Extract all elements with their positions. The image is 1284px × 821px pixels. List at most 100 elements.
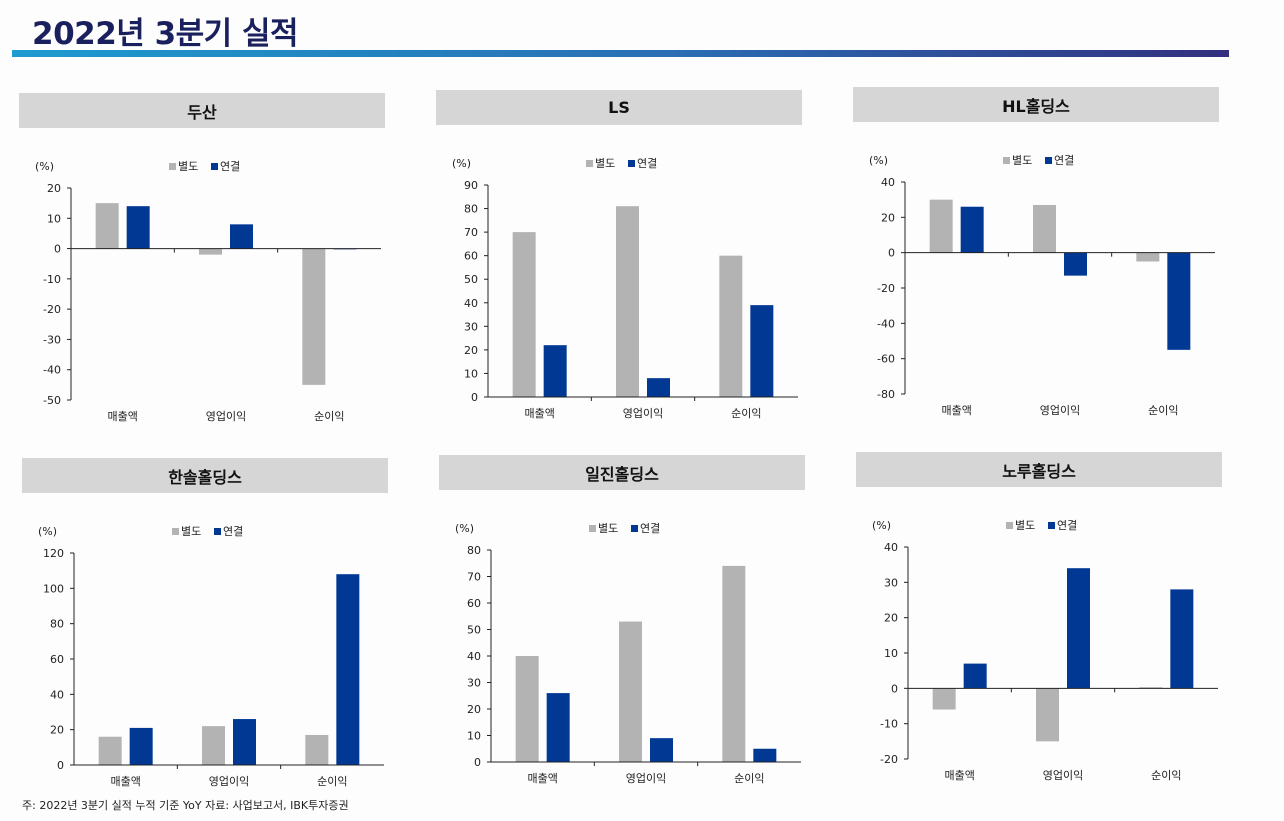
- y-tick-label: 120: [43, 547, 64, 560]
- title-rule: [12, 50, 1229, 57]
- bar-chart-iljin-holdings: (%) 별도 연결 80 70 60 50 40 30 20 10 0 매출액 영업이익 순이익: [455, 522, 801, 785]
- x-tick-label: 영업이익: [1043, 769, 1083, 782]
- bar-consolidated: [336, 574, 360, 765]
- legend-label: 별도: [181, 525, 201, 538]
- legend-swatch: [1003, 157, 1010, 164]
- panel-header: HL홀딩스: [853, 87, 1219, 122]
- page-title: 2022년 3분기 실적: [32, 16, 299, 52]
- y-tick-label: 50: [464, 273, 478, 286]
- bar-standalone: [199, 248, 222, 255]
- legend-label: 연결: [223, 525, 243, 538]
- legend-swatch: [214, 528, 221, 535]
- bar-consolidated: [230, 224, 253, 249]
- y-tick-label: -60: [877, 353, 895, 366]
- legend-swatch: [589, 525, 596, 532]
- legend-swatch: [1048, 522, 1055, 529]
- bar-standalone: [1136, 252, 1160, 262]
- bar-chart-hansol-holdings: (%) 별도 연결 120 100 80 60 40 20 0 매출액 영업이익 순이익: [38, 525, 384, 788]
- legend-label: 별도: [1015, 519, 1035, 532]
- axis-unit-label: (%): [869, 154, 888, 167]
- y-tick-label: -10: [43, 273, 61, 286]
- y-tick-label: 30: [884, 576, 898, 589]
- y-tick-label: 60: [50, 653, 64, 666]
- axis-unit-label: (%): [35, 160, 54, 173]
- x-tick-label: 영업이익: [1040, 404, 1080, 417]
- bar-standalone: [95, 203, 119, 249]
- panel-header: 두산: [19, 93, 385, 128]
- bar-standalone: [929, 199, 953, 253]
- legend-swatch: [631, 525, 638, 532]
- bar-standalone: [619, 621, 642, 762]
- y-tick-label: 20: [50, 724, 64, 737]
- bar-consolidated: [1064, 252, 1087, 276]
- bar-standalone: [98, 736, 122, 765]
- y-tick-label: 40: [464, 297, 478, 310]
- y-tick-label: -20: [43, 303, 61, 316]
- x-tick-label: 순이익: [1151, 769, 1181, 782]
- legend-label: 연결: [220, 160, 240, 173]
- panel-header: 한솔홀딩스: [22, 458, 388, 493]
- y-tick-label: 0: [888, 247, 895, 260]
- y-tick-label: 30: [464, 320, 478, 333]
- bar-consolidated: [233, 719, 256, 765]
- bar-consolidated: [543, 345, 567, 397]
- axis-unit-label: (%): [872, 519, 891, 532]
- y-tick-label: 10: [884, 647, 898, 660]
- x-tick-label: 매출액: [941, 404, 971, 417]
- x-tick-label: 매출액: [944, 769, 974, 782]
- bar-standalone: [305, 734, 329, 765]
- bar-consolidated: [1170, 589, 1194, 689]
- y-tick-label: 40: [50, 688, 64, 701]
- y-tick-label: 0: [471, 391, 478, 404]
- bar-standalone: [512, 232, 536, 397]
- y-tick-label: 0: [891, 682, 898, 695]
- x-tick-label: 영업이익: [623, 407, 663, 420]
- panel-header: LS: [436, 90, 802, 125]
- panel-header: 일진홀딩스: [439, 455, 805, 490]
- footnote: 주: 2022년 3분기 실적 누적 기준 YoY 자료: 사업보고서, IBK…: [22, 799, 349, 812]
- chart-panel-iljin-holdings: 일진홀딩스 (%) 별도 연결 80 70 60 50 40 30 20 10 0 매출액 영업이익 순이익: [439, 455, 829, 800]
- x-tick-label: 영업이익: [626, 772, 666, 785]
- y-tick-label: 70: [464, 226, 478, 239]
- bar-chart-doosan: (%) 별도 연결 20 10 0 -10 -20 -30 -40 -50 매출액 영업이익 순이익: [35, 160, 381, 423]
- y-tick-label: -40: [43, 364, 61, 377]
- bar-consolidated: [129, 727, 153, 765]
- y-tick-label: 0: [474, 756, 481, 769]
- y-tick-label: -20: [877, 282, 895, 295]
- y-tick-label: 20: [47, 182, 61, 195]
- x-tick-label: 순이익: [731, 407, 761, 420]
- y-tick-label: -50: [43, 394, 61, 407]
- y-tick-label: 50: [467, 624, 481, 637]
- axis-unit-label: (%): [38, 525, 57, 538]
- x-tick-label: 순이익: [314, 410, 344, 423]
- x-tick-label: 순이익: [734, 772, 764, 785]
- y-tick-label: 20: [467, 703, 481, 716]
- y-tick-label: 0: [57, 759, 64, 772]
- chart-panel-ls: LS (%) 별도 연결 90 80 70 60 50 40 30 20 10 0 매출액 영업이익 순이익: [436, 90, 826, 435]
- y-tick-label: 10: [467, 730, 481, 743]
- bar-consolidated: [650, 738, 673, 762]
- chart-panel-hl-holdings: HL홀딩스 (%) 별도 연결 40 20 0 -20 -40 -60 -80 매출액 영업이익 순이익: [853, 87, 1243, 432]
- y-tick-label: 40: [884, 541, 898, 554]
- bar-consolidated: [647, 378, 670, 397]
- y-tick-label: 0: [54, 243, 61, 256]
- x-tick-label: 순이익: [317, 775, 347, 788]
- y-tick-label: 70: [467, 571, 481, 584]
- legend-swatch: [1006, 522, 1013, 529]
- y-tick-label: 80: [467, 544, 481, 557]
- axis-unit-label: (%): [452, 157, 471, 170]
- x-tick-label: 매출액: [107, 410, 137, 423]
- x-tick-label: 영업이익: [206, 410, 246, 423]
- bar-standalone: [1139, 687, 1163, 689]
- chart-panel-doosan: 두산 (%) 별도 연결 20 10 0 -10 -20 -30 -40 -50 매출액 영업이익 순이익: [19, 93, 409, 438]
- legend-label: 별도: [1012, 154, 1032, 167]
- y-tick-label: 60: [464, 250, 478, 263]
- y-tick-label: 10: [464, 367, 478, 380]
- bar-consolidated: [1067, 568, 1090, 689]
- y-tick-label: 60: [467, 597, 481, 610]
- y-tick-label: 100: [43, 582, 64, 595]
- y-tick-label: 20: [464, 344, 478, 357]
- y-tick-label: 10: [47, 212, 61, 225]
- y-tick-label: -80: [877, 388, 895, 401]
- bar-standalone: [1036, 688, 1059, 742]
